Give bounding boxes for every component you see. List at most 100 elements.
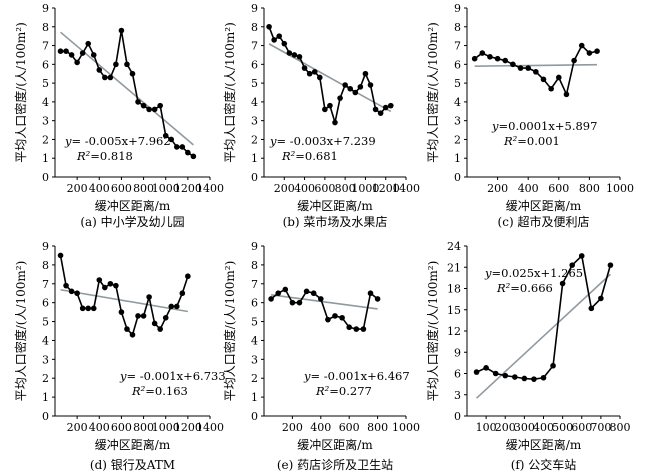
data-point [360, 326, 367, 332]
x-tick-label: 1400 [392, 182, 420, 195]
data-point [291, 52, 298, 58]
y-tick-label: 8 [42, 21, 49, 34]
data-point [276, 33, 283, 39]
data-point [90, 305, 97, 312]
data-point [362, 70, 369, 77]
data-point [337, 95, 343, 101]
data-point [275, 290, 282, 297]
data-point [157, 102, 163, 109]
chart-panel-3: 0 1 2 3 4 5 6 7 8 9 200 400 600 800 1000 缓冲区距离/m 平均人口密度/… [425, 2, 634, 229]
data-point [107, 74, 114, 81]
data-point [268, 296, 274, 302]
data-point [102, 74, 108, 81]
y-tick-label: 9 [42, 2, 49, 15]
data-point [85, 305, 92, 312]
x-tick-label: 1000 [152, 182, 180, 195]
panel-caption: (b) 菜市场及水果店 [283, 214, 388, 229]
y-tick-label: 3 [454, 389, 461, 402]
x-tick-label: 200 [282, 421, 303, 434]
y-tick-label: 3 [251, 115, 258, 128]
trend-line [60, 288, 188, 313]
data-point [102, 284, 108, 291]
x-tick-label: 800 [133, 421, 154, 434]
data-point [96, 67, 103, 73]
y-tick-label: 0 [42, 410, 49, 423]
y-tick-label: 7 [42, 278, 49, 291]
r-squared: R²=0.001 [503, 134, 560, 148]
data-point [301, 65, 308, 71]
data-point [282, 286, 289, 293]
x-tick-label: 1400 [196, 421, 224, 434]
data-point [322, 106, 328, 113]
x-tick-label: 800 [579, 182, 600, 195]
y-tick-label: 8 [251, 21, 258, 34]
data-point [512, 374, 518, 380]
data-point [118, 309, 125, 315]
data-point [598, 295, 604, 302]
y-tick-label: 9 [454, 2, 461, 15]
panel-caption: (e) 药店诊所及卫生站 [277, 458, 393, 472]
x-tick-label: 600 [111, 182, 132, 195]
y-tick-label: 8 [42, 259, 49, 272]
panel-caption: (a) 中小学及幼儿园 [80, 214, 184, 229]
y-tick-label: 3 [42, 115, 49, 128]
data-point [79, 305, 86, 312]
data-point [540, 374, 547, 381]
y-tick-label: 5 [251, 77, 258, 90]
data-point [296, 299, 303, 306]
x-tick-label: 800 [133, 182, 154, 195]
data-point [339, 314, 345, 321]
data-point [140, 313, 147, 319]
y-tick-label: 1 [42, 391, 49, 404]
data-point [521, 375, 528, 382]
y-tick-label: 21 [447, 261, 461, 274]
data-point [63, 48, 69, 54]
y-tick-label: 12 [447, 325, 461, 338]
x-tick-label: 800 [367, 421, 388, 434]
y-tick-label: 0 [251, 171, 258, 184]
y-tick-label: 24 [447, 240, 461, 253]
y-axis-label: 平均人口密度/(人/100m²) [222, 22, 237, 163]
y-tick-label: 8 [251, 259, 258, 272]
data-point [353, 326, 360, 332]
data-point [190, 153, 197, 160]
panel-caption: (c) 超市及便利店 [498, 214, 590, 229]
x-tick-label: 200 [67, 421, 88, 434]
x-tick-label: 400 [89, 421, 110, 434]
data-point [487, 54, 493, 60]
r-squared: R²=0.163 [131, 384, 188, 398]
data-point [483, 365, 489, 371]
y-axis-label: 平均人口密度/(人/100m²) [13, 22, 28, 163]
data-point [124, 326, 130, 332]
data-point [179, 290, 186, 297]
data-point [118, 27, 125, 34]
data-point [607, 262, 614, 268]
data-point [310, 290, 317, 297]
y-tick-label: 2 [454, 133, 461, 146]
y-tick-label: 6 [454, 58, 461, 71]
data-point [57, 48, 64, 54]
data-point [168, 303, 175, 310]
y-tick-label: 5 [454, 77, 461, 90]
y-tick-label: 18 [447, 283, 461, 296]
data-point [151, 106, 158, 113]
y-tick-label: 4 [42, 96, 49, 109]
data-point [346, 324, 353, 331]
data-point [548, 85, 554, 92]
y-tick-label: 1 [251, 152, 258, 165]
data-point [550, 362, 556, 369]
data-point [289, 299, 296, 306]
x-tick-label: 600 [339, 421, 360, 434]
data-point [173, 303, 180, 310]
y-tick-label: 6 [42, 58, 49, 71]
data-point [327, 102, 333, 109]
data-point [540, 76, 547, 83]
y-tick-label: 2 [251, 133, 258, 146]
data-point [479, 50, 486, 56]
data-point [179, 144, 186, 150]
x-tick-label: 200 [487, 182, 508, 195]
data-point [347, 85, 354, 92]
